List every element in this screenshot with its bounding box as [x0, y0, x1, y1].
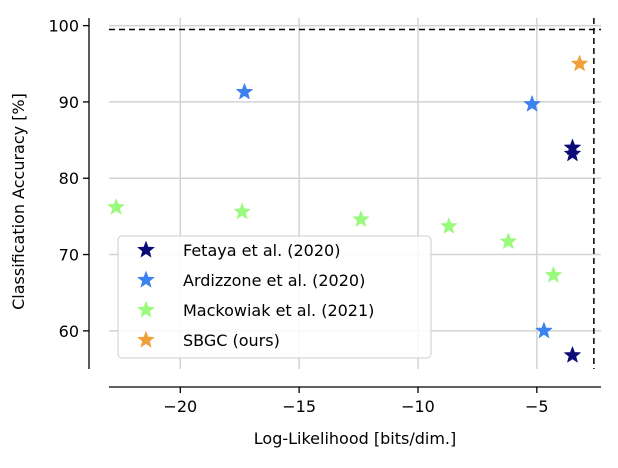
legend-marker: [137, 240, 155, 258]
legend-marker: [137, 270, 155, 288]
reference-lines: [109, 18, 601, 369]
data-point: [523, 95, 541, 112]
data-point: [236, 83, 253, 100]
data-point: [571, 54, 588, 71]
data-point: [233, 203, 251, 219]
x-axis-label: Log-Likelihood [bits/dim.]: [254, 429, 456, 448]
data-point: [564, 145, 581, 161]
legend-marker: [137, 300, 155, 318]
y-tick-label: 60: [59, 322, 79, 341]
y-tick-label: 100: [48, 17, 79, 36]
legend-label: Mackowiak et al. (2021): [183, 301, 374, 320]
legend: Fetaya et al. (2020) Ardizzone et al. (20…: [117, 235, 432, 359]
x-tick-label: −15: [282, 397, 316, 416]
legend-box: [117, 235, 432, 359]
y-tick-label: 90: [59, 93, 79, 112]
axes: [88, 18, 601, 388]
x-tick-label: −10: [401, 397, 435, 416]
data-point: [352, 210, 370, 227]
y-axis-label: Classification Accuracy [%]: [9, 93, 28, 310]
x-tick-label: −20: [163, 397, 197, 416]
ticks: −20 −15 −10 −5 60 70 80 90 100: [48, 17, 548, 416]
legend-marker: [137, 330, 155, 348]
data-point: [535, 322, 553, 339]
data-point: [564, 346, 581, 363]
legend-label: Ardizzone et al. (2020): [183, 271, 365, 290]
data-points: [107, 54, 588, 363]
data-point: [545, 266, 562, 283]
y-tick-label: 70: [59, 246, 79, 265]
legend-label: Fetaya et al. (2020): [183, 241, 340, 260]
data-point: [440, 217, 458, 234]
legend-label: SBGC (ours): [183, 331, 280, 350]
data-point: [499, 232, 517, 249]
y-tick-label: 80: [59, 169, 79, 188]
data-point: [107, 198, 125, 215]
x-tick-label: −5: [525, 397, 549, 416]
